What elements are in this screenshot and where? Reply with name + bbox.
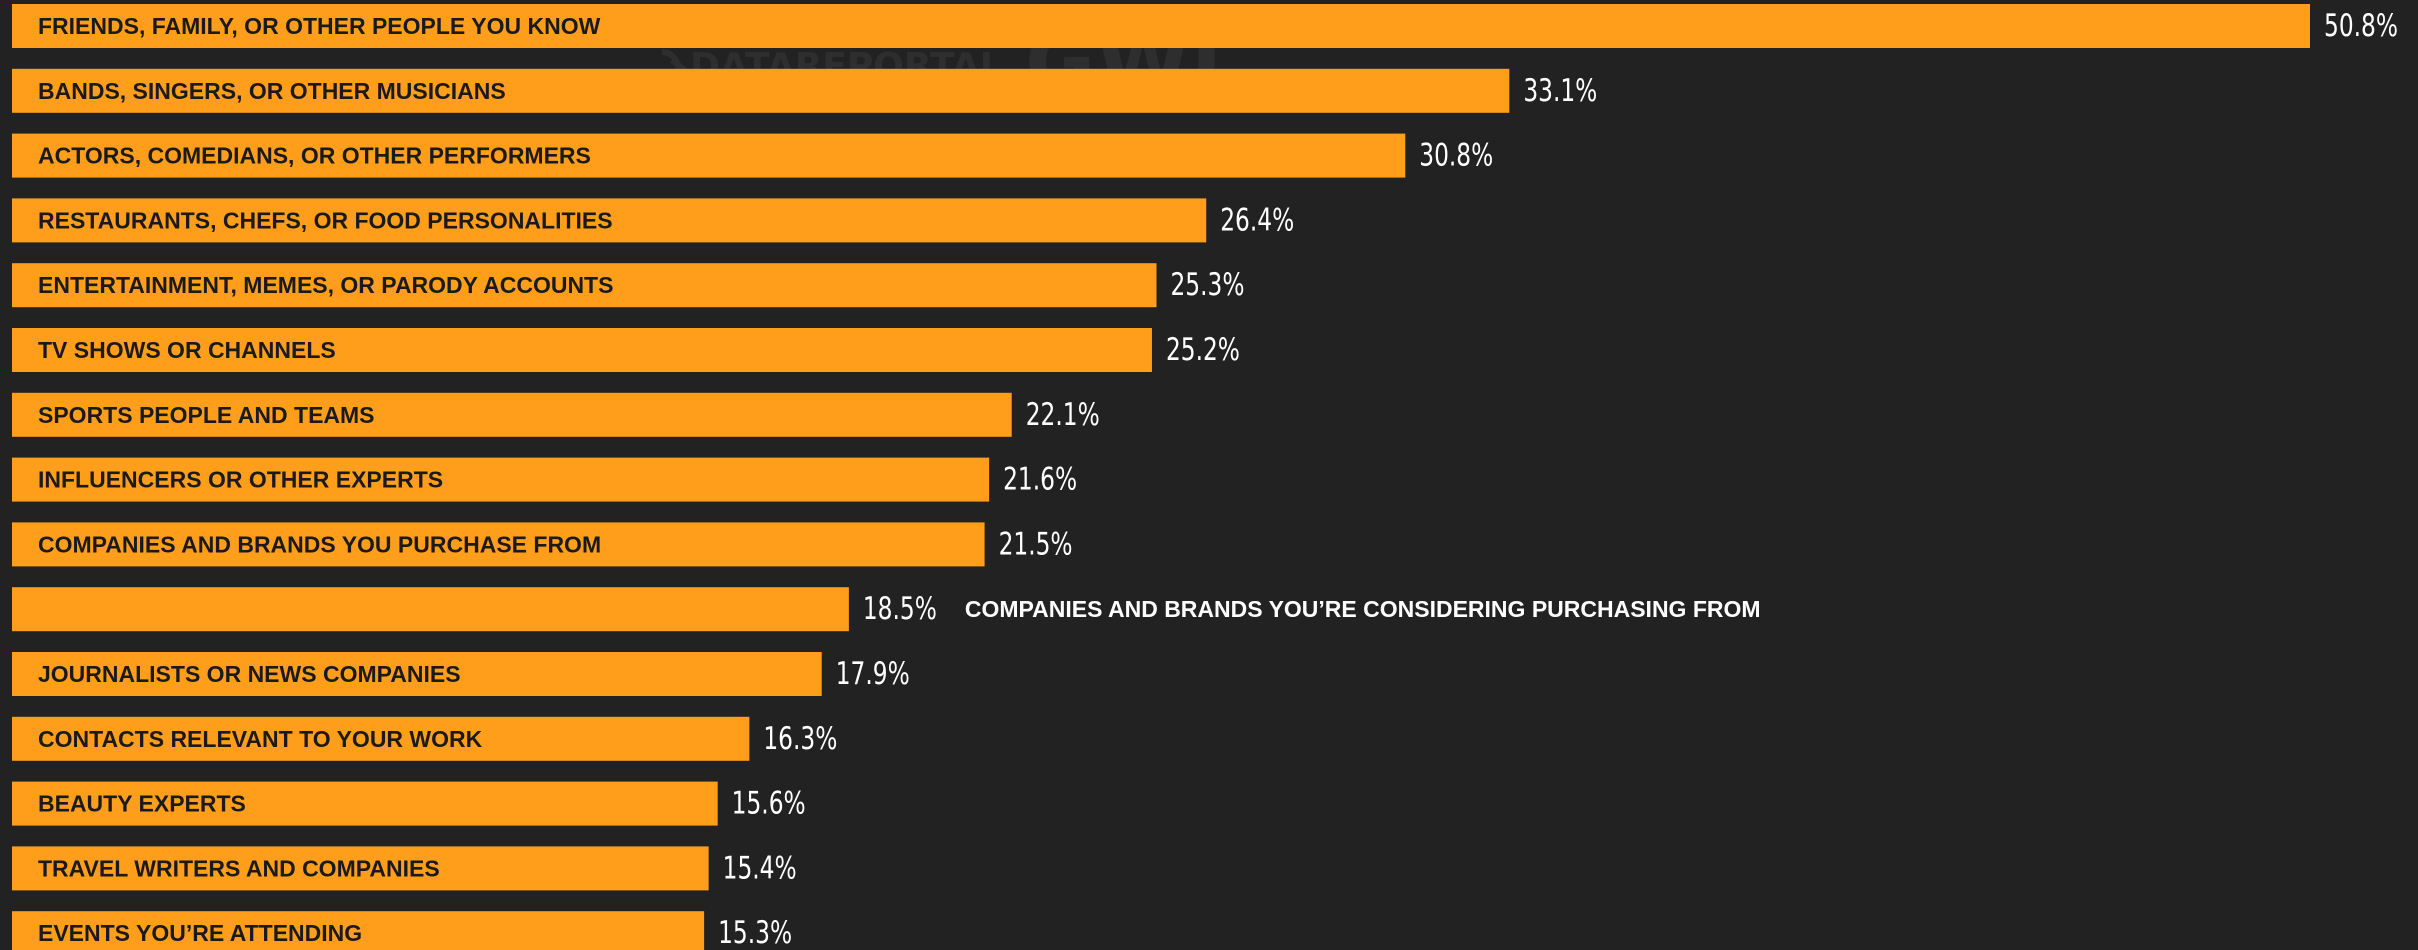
- category-label-5: ENTERTAINMENT, MEMES, OR PARODY ACCOUNTS: [38, 272, 613, 298]
- bar-15: [12, 911, 705, 950]
- value-label-11: 17.9%: [836, 656, 910, 692]
- category-label-4: RESTAURANTS, CHEFS, OR FOOD PERSONALITIE…: [38, 207, 613, 233]
- value-label-12: 16.3%: [763, 721, 837, 757]
- bar-13: [12, 781, 718, 826]
- value-label-5: 25.3%: [1170, 267, 1244, 303]
- category-label-8: INFLUENCERS OR OTHER EXPERTS: [38, 467, 443, 493]
- value-label-6: 25.2%: [1166, 332, 1240, 368]
- value-label-8: 21.6%: [1003, 462, 1077, 498]
- bar-10: [12, 587, 849, 632]
- bar-11: [12, 652, 822, 696]
- category-label-11: JOURNALISTS OR NEWS COMPANIES: [38, 661, 461, 687]
- value-label-14: 15.4%: [723, 850, 797, 886]
- value-label-13: 15.6%: [732, 786, 806, 822]
- bar-4: [12, 198, 1207, 243]
- category-label-6: TV SHOWS OR CHANNELS: [38, 337, 336, 363]
- category-label-13: BEAUTY EXPERTS: [38, 791, 246, 817]
- bar-12: [12, 716, 750, 761]
- category-label-10: COMPANIES AND BRANDS YOU’RE CONSIDERING …: [965, 596, 1761, 622]
- bar-6: [12, 328, 1152, 372]
- bar-7: [12, 392, 1012, 437]
- labels-group: 50.8% FRIENDS, FAMILY, OR OTHER PEOPLE YO…: [38, 8, 2398, 950]
- bar-2: [12, 68, 1510, 113]
- value-label-1: 50.8%: [2324, 8, 2398, 44]
- bar-8: [12, 457, 990, 502]
- value-label-9: 21.5%: [999, 526, 1073, 562]
- bars-group: [12, 4, 2310, 950]
- category-label-15: EVENTS YOU’RE ATTENDING: [38, 920, 362, 946]
- bar-9: [12, 522, 985, 567]
- category-label-3: ACTORS, COMEDIANS, OR OTHER PERFORMERS: [38, 143, 591, 169]
- bar-1: [12, 4, 2310, 48]
- category-label-7: SPORTS PEOPLE AND TEAMS: [38, 402, 375, 428]
- value-label-15: 15.3%: [718, 915, 792, 950]
- value-label-10: 18.5%: [863, 591, 937, 627]
- value-label-2: 33.1%: [1523, 73, 1597, 109]
- value-label-4: 26.4%: [1220, 202, 1294, 238]
- value-label-7: 22.1%: [1026, 397, 1100, 433]
- category-label-9: COMPANIES AND BRANDS YOU PURCHASE FROM: [38, 531, 601, 557]
- category-label-14: TRAVEL WRITERS AND COMPANIES: [38, 855, 440, 881]
- category-label-1: FRIENDS, FAMILY, OR OTHER PEOPLE YOU KNO…: [38, 13, 601, 39]
- category-label-2: BANDS, SINGERS, OR OTHER MUSICIANS: [38, 78, 506, 104]
- bar-14: [12, 846, 709, 891]
- bar-3: [12, 133, 1406, 178]
- category-label-12: CONTACTS RELEVANT TO YOUR WORK: [38, 726, 483, 752]
- bar-5: [12, 263, 1157, 308]
- value-label-3: 30.8%: [1419, 138, 1493, 174]
